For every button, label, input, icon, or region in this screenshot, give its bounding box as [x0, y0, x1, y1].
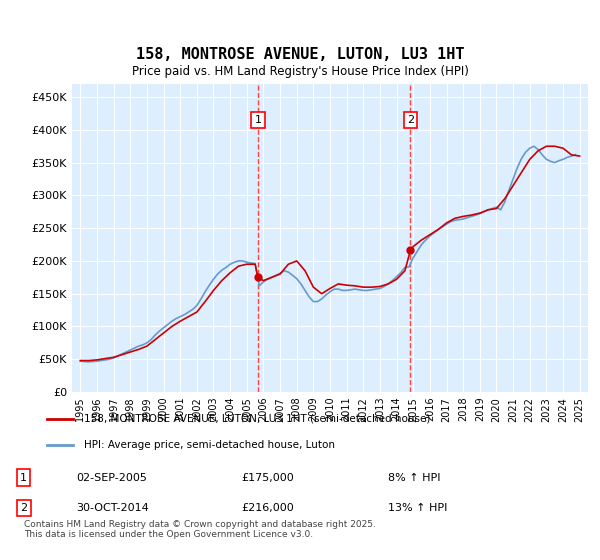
- Text: Price paid vs. HM Land Registry's House Price Index (HPI): Price paid vs. HM Land Registry's House …: [131, 66, 469, 78]
- Text: 2: 2: [407, 115, 414, 125]
- Text: 158, MONTROSE AVENUE, LUTON, LU3 1HT: 158, MONTROSE AVENUE, LUTON, LU3 1HT: [136, 46, 464, 62]
- Text: 158, MONTROSE AVENUE, LUTON, LU3 1HT (semi-detached house): 158, MONTROSE AVENUE, LUTON, LU3 1HT (se…: [83, 414, 430, 424]
- Text: 02-SEP-2005: 02-SEP-2005: [77, 473, 148, 483]
- Text: £175,000: £175,000: [241, 473, 294, 483]
- Text: £216,000: £216,000: [241, 503, 294, 513]
- Text: HPI: Average price, semi-detached house, Luton: HPI: Average price, semi-detached house,…: [83, 440, 335, 450]
- Text: 30-OCT-2014: 30-OCT-2014: [77, 503, 149, 513]
- Text: 1: 1: [254, 115, 262, 125]
- Text: Contains HM Land Registry data © Crown copyright and database right 2025.
This d: Contains HM Land Registry data © Crown c…: [23, 520, 376, 539]
- Text: 1: 1: [20, 473, 27, 483]
- Text: 8% ↑ HPI: 8% ↑ HPI: [388, 473, 440, 483]
- Text: 2: 2: [20, 503, 27, 513]
- Text: 13% ↑ HPI: 13% ↑ HPI: [388, 503, 448, 513]
